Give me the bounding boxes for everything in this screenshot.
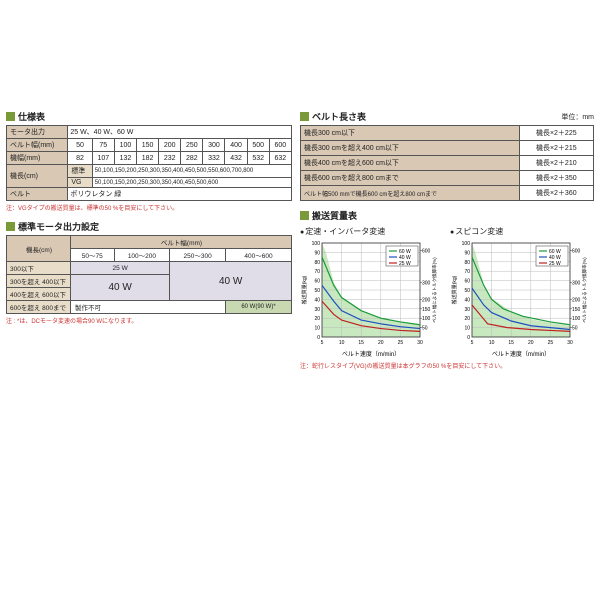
svg-text:20: 20: [378, 340, 384, 346]
motor-table: 機長(cm)ベルト幅(mm)50～75100～200250～300400～600…: [6, 235, 292, 314]
svg-text:100: 100: [462, 241, 471, 247]
svg-text:25 W: 25 W: [399, 261, 411, 267]
mass-note: 注：蛇行レスタイプ(VG)の搬送質量は本グラフの50 %を目安にして下さい。: [300, 361, 594, 370]
svg-text:25: 25: [548, 340, 554, 346]
beltlen-table: 機長300 cm以下機長×2＋225 機長300 cmを超え400 cm以下機長…: [300, 125, 594, 201]
spec-row-label: モータ出力: [7, 126, 68, 139]
chart-2: スピコン変速 010203040506070809010051015202530…: [450, 226, 594, 359]
chart2-title: スピコン変速: [450, 226, 594, 237]
svg-text:ベルト幅によるトルク換算率(%): ベルト幅によるトルク換算率(%): [581, 257, 588, 323]
svg-text:200: 200: [422, 297, 431, 303]
mass-section: 搬送質量表 定速・インバータ変速 01020304050607080901005…: [300, 209, 594, 370]
svg-text:100: 100: [422, 316, 431, 322]
svg-text:600: 600: [422, 249, 431, 255]
spec-header: 仕様表: [6, 110, 292, 123]
svg-text:20: 20: [528, 340, 534, 346]
svg-text:70: 70: [314, 269, 320, 275]
svg-text:50: 50: [422, 326, 428, 332]
spec-row-label: ベルト幅(mm): [7, 139, 68, 152]
motor-note: 注 : *は、DCモータ変速の場合90 Wになります。: [6, 316, 292, 325]
svg-text:150: 150: [422, 307, 431, 313]
svg-text:10: 10: [489, 340, 495, 346]
svg-text:50: 50: [314, 288, 320, 294]
spec-row-label: 機幅(mm): [7, 152, 68, 165]
svg-text:200: 200: [572, 297, 581, 303]
chart-1: 定速・インバータ変速 01020304050607080901005101520…: [300, 226, 444, 359]
svg-text:100: 100: [572, 316, 581, 322]
spec-row-label: 機長(cm): [7, 165, 68, 188]
svg-text:40: 40: [464, 297, 470, 303]
svg-text:15: 15: [358, 340, 364, 346]
mass-title: 搬送質量表: [312, 209, 357, 222]
spec-cell: 25 W、40 W、60 W: [68, 126, 292, 139]
svg-text:20: 20: [464, 316, 470, 322]
svg-text:搬送質量(kg): 搬送質量(kg): [451, 275, 458, 304]
spec-table: モータ出力25 W、40 W、60 W ベルト幅(mm) 50751001502…: [6, 125, 292, 201]
svg-text:30: 30: [314, 307, 320, 313]
beltlen-unit: 単位：mm: [561, 112, 594, 122]
svg-text:搬送質量(kg): 搬送質量(kg): [301, 275, 308, 304]
svg-text:300: 300: [422, 280, 431, 286]
svg-text:150: 150: [572, 307, 581, 313]
chart1-svg: 0102030405060708090100510152025305010015…: [300, 239, 440, 359]
svg-text:10: 10: [464, 326, 470, 332]
svg-text:50: 50: [464, 288, 470, 294]
svg-text:15: 15: [508, 340, 514, 346]
svg-text:ベルト幅によるトルク換算率(%): ベルト幅によるトルク換算率(%): [431, 257, 438, 323]
svg-text:60: 60: [314, 279, 320, 285]
svg-text:40: 40: [314, 297, 320, 303]
spec-note: 注：VGタイプの搬送質量は、標準の50 %を目安にして下さい。: [6, 203, 292, 212]
svg-text:25 W: 25 W: [549, 261, 561, 267]
motor-title: 標準モータ出力設定: [18, 220, 99, 233]
svg-text:70: 70: [464, 269, 470, 275]
svg-text:30: 30: [567, 340, 573, 346]
beltlen-section: ベルト長さ表 単位：mm 機長300 cm以下機長×2＋225 機長300 cmを…: [300, 110, 594, 201]
spec-table-section: 仕様表 モータ出力25 W、40 W、60 W ベルト幅(mm) 5075100…: [6, 110, 292, 212]
svg-text:5: 5: [471, 340, 474, 346]
spec-title: 仕様表: [18, 110, 45, 123]
svg-text:20: 20: [314, 316, 320, 322]
mass-header: 搬送質量表: [300, 209, 594, 222]
motor-header: 標準モータ出力設定: [6, 220, 292, 233]
beltlen-header: ベルト長さ表 単位：mm: [300, 110, 594, 123]
spec-row-label: ベルト: [7, 188, 68, 201]
svg-text:30: 30: [464, 307, 470, 313]
svg-text:60: 60: [464, 279, 470, 285]
svg-text:5: 5: [321, 340, 324, 346]
svg-text:300: 300: [572, 280, 581, 286]
motor-table-section: 標準モータ出力設定 機長(cm)ベルト幅(mm)50～75100～200250～…: [6, 220, 292, 325]
svg-text:ベルト速度（m/min）: ベルト速度（m/min）: [342, 350, 400, 358]
svg-text:10: 10: [314, 326, 320, 332]
svg-text:90: 90: [314, 250, 320, 256]
svg-text:80: 80: [464, 260, 470, 266]
svg-text:10: 10: [339, 340, 345, 346]
svg-text:ベルト速度（m/min）: ベルト速度（m/min）: [492, 350, 550, 358]
beltlen-title: ベルト長さ表: [312, 110, 366, 123]
svg-text:30: 30: [417, 340, 423, 346]
chart1-title: 定速・インバータ変速: [300, 226, 444, 237]
svg-text:50: 50: [572, 326, 578, 332]
svg-text:25: 25: [398, 340, 404, 346]
svg-text:600: 600: [572, 249, 581, 255]
svg-text:100: 100: [312, 241, 321, 247]
svg-text:90: 90: [464, 250, 470, 256]
chart2-svg: 0102030405060708090100510152025305010015…: [450, 239, 590, 359]
svg-text:80: 80: [314, 260, 320, 266]
